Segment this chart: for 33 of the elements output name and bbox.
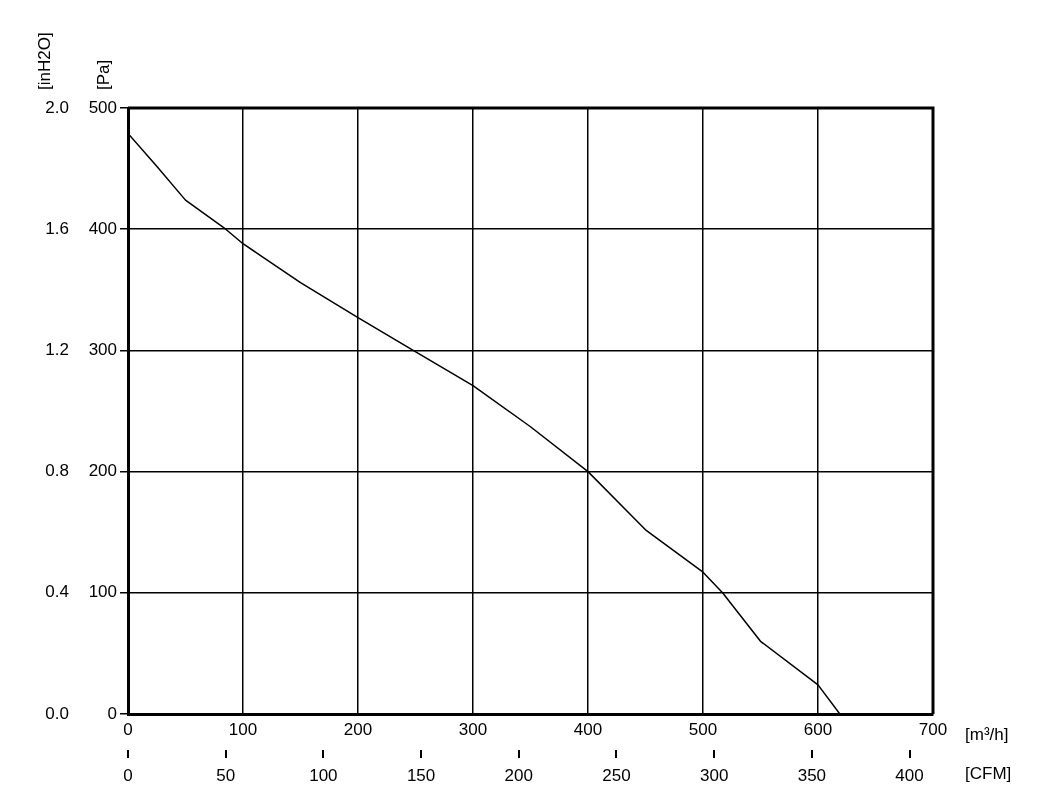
y-tick-label: 300 [88,340,117,360]
x-tick-label: 200 [343,719,373,739]
x2-tick-label: 200 [504,765,533,785]
x-axis-title: [m³/h] [965,724,1009,744]
x2-tick-label: 50 [216,765,236,785]
y2-tick-label: 1.2 [45,340,69,360]
x2-axis-title: [CFM] [965,763,1012,783]
x-tick-label: 0 [123,719,133,739]
x-tick-label: 500 [688,719,718,739]
y-axis-title: [Pa] [93,59,113,90]
x-tick-label: 100 [228,719,258,739]
y2-axis-title: [inH2O] [34,32,54,90]
x2-tick-label: 150 [406,765,436,785]
y2-tick-label: 2.0 [45,97,69,117]
y-tick-label: 0 [107,703,117,723]
y-tick-label: 500 [88,97,117,117]
y-tick-label: 100 [88,582,117,602]
y2-tick-label: 1.6 [45,218,69,238]
x-tick-label: 600 [803,719,833,739]
x-tick-label: 300 [458,719,488,739]
y2-tick-label: 0.4 [45,582,69,602]
x2-tick-label: 100 [309,765,338,785]
y2-tick-label: 0.8 [45,461,69,481]
x-tick-label: 400 [573,719,603,739]
x2-tick-label: 250 [602,765,631,785]
x2-tick-label: 400 [895,765,924,785]
y2-tick-label: 0.0 [45,703,69,723]
x2-tick-label: 0 [123,765,133,785]
y-tick-label: 200 [88,461,117,481]
x2-tick-label: 300 [699,765,729,785]
x-tick-label: 700 [918,719,948,739]
x2-tick-label: 350 [797,765,827,785]
y-tick-label: 400 [88,218,117,238]
